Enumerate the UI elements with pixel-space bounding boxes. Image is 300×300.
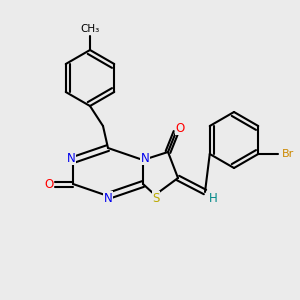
Text: S: S xyxy=(152,191,160,205)
Text: O: O xyxy=(44,178,54,190)
Text: O: O xyxy=(176,122,184,134)
Text: Br: Br xyxy=(282,149,294,159)
Text: N: N xyxy=(67,152,75,164)
Text: H: H xyxy=(208,191,217,205)
Text: N: N xyxy=(141,152,149,164)
Text: CH₃: CH₃ xyxy=(80,24,100,34)
Text: N: N xyxy=(103,191,112,205)
